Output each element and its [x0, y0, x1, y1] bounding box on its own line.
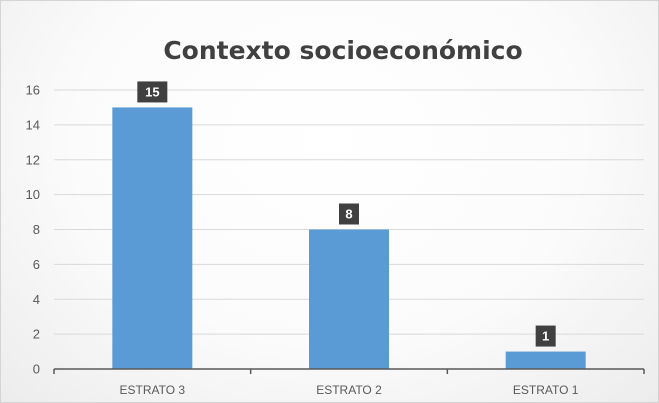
y-tick-label: 0 — [33, 362, 40, 377]
y-axis-ticks: 0 2 4 6 8 10 12 14 16 — [26, 83, 40, 377]
data-label: 15 — [145, 84, 159, 99]
data-label: 1 — [542, 329, 549, 344]
bar — [505, 351, 586, 369]
x-axis-categories: ESTRATO 3 ESTRATO 2 ESTRATO 1 — [120, 383, 579, 397]
data-label-box — [535, 325, 556, 347]
y-tick-label: 14 — [26, 117, 40, 132]
data-label-box — [137, 81, 168, 103]
x-category-label: ESTRATO 2 — [316, 383, 382, 397]
bar — [309, 229, 389, 369]
bars — [112, 107, 586, 369]
y-tick-label: 16 — [26, 83, 40, 98]
y-tick-label: 10 — [26, 187, 40, 202]
y-tick-label: 4 — [33, 292, 40, 307]
bar — [112, 107, 193, 369]
y-tick-label: 2 — [33, 327, 40, 342]
data-label-box — [339, 203, 359, 225]
x-axis — [53, 368, 645, 374]
y-tick-label: 6 — [33, 257, 40, 272]
chart-title: Contexto socioeconómico — [163, 36, 522, 65]
y-tick-label: 12 — [26, 152, 40, 167]
y-tick-label: 8 — [33, 222, 40, 237]
x-category-label: ESTRATO 1 — [513, 383, 579, 397]
x-category-label: ESTRATO 3 — [120, 383, 186, 397]
data-label: 8 — [345, 207, 352, 222]
